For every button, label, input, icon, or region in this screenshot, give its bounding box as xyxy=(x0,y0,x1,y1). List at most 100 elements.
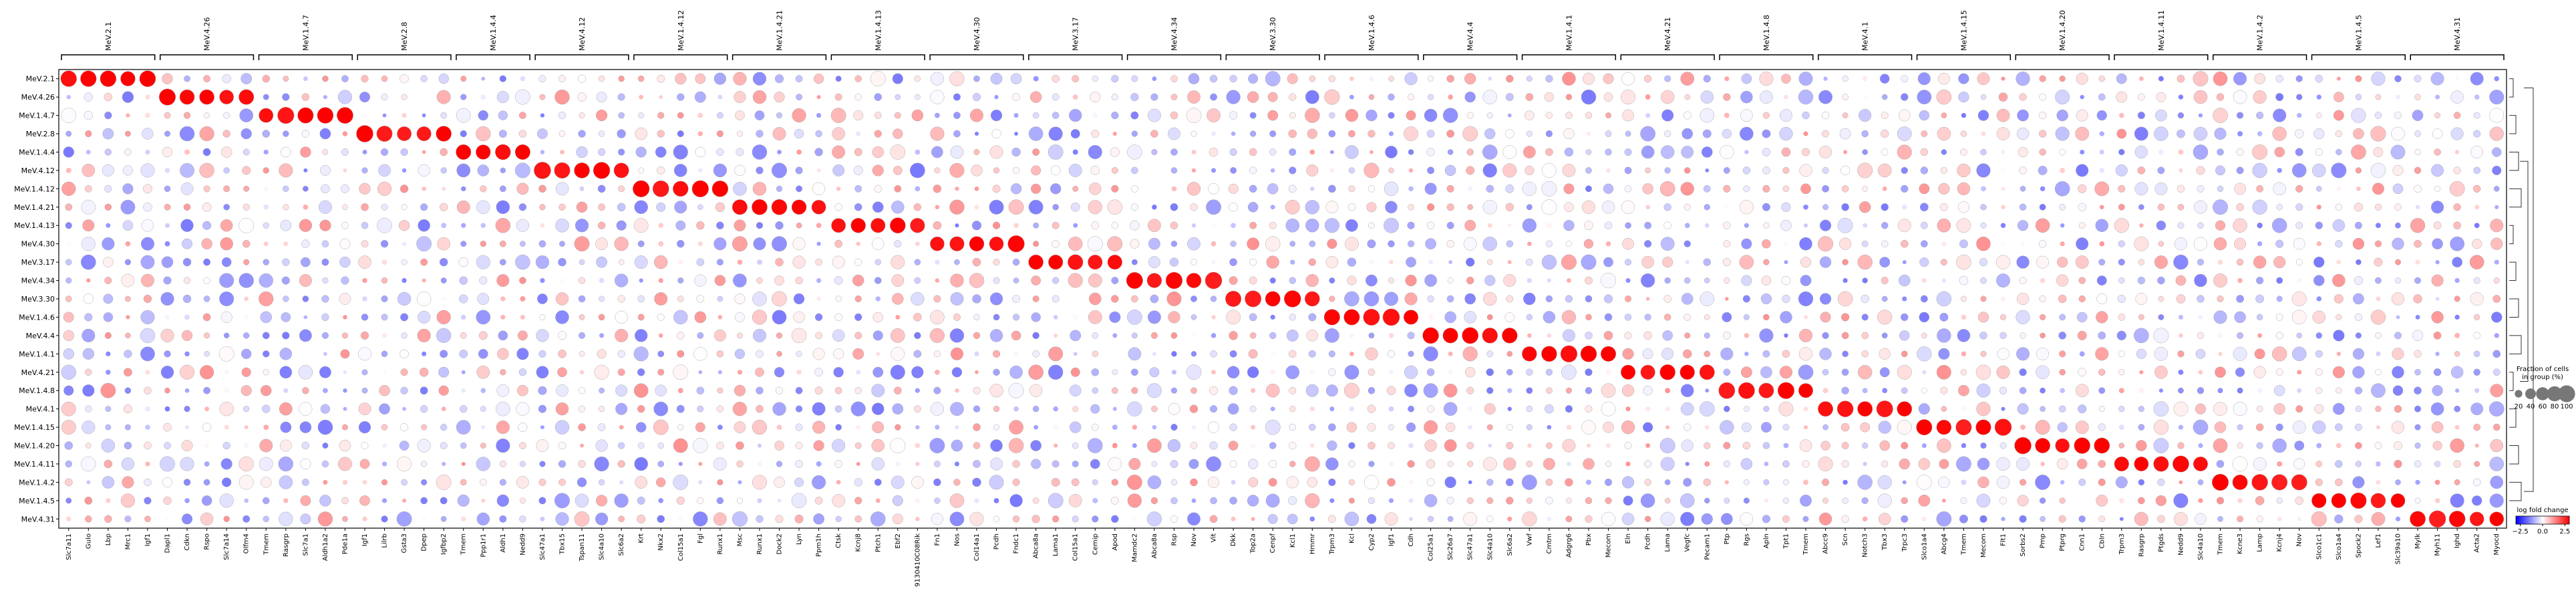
group-bracket-label: MeV.1.4.8 xyxy=(1762,15,1771,51)
dot xyxy=(1526,278,1532,283)
dot xyxy=(341,497,349,505)
dot xyxy=(1919,312,1930,323)
dot xyxy=(597,221,606,229)
dot xyxy=(1902,205,1907,210)
dot xyxy=(753,237,766,251)
dot xyxy=(2056,274,2069,287)
dot xyxy=(2138,497,2145,505)
dot xyxy=(930,72,944,86)
dot xyxy=(1286,330,1299,342)
dot xyxy=(1363,291,1380,307)
dot xyxy=(85,515,92,523)
dot xyxy=(694,311,707,324)
dot xyxy=(1841,332,1849,340)
dot xyxy=(1621,200,1635,214)
dot xyxy=(1270,314,1275,320)
dot xyxy=(657,314,665,321)
dot xyxy=(1522,511,1537,527)
dot xyxy=(322,443,329,449)
dot xyxy=(2355,461,2362,467)
dot xyxy=(2177,442,2185,449)
dot xyxy=(1858,365,1873,380)
dot xyxy=(1111,222,1118,229)
dot xyxy=(2213,199,2228,215)
dot xyxy=(2174,511,2188,526)
dot xyxy=(516,402,530,416)
dot xyxy=(1009,365,1023,379)
dot xyxy=(1072,461,1079,467)
dot xyxy=(1840,165,1850,175)
dot xyxy=(2291,310,2307,325)
dot xyxy=(1643,422,1653,433)
dot xyxy=(1328,185,1336,193)
dot xyxy=(2454,388,2460,393)
dot xyxy=(2336,443,2342,449)
dot xyxy=(673,310,688,325)
dot xyxy=(1170,148,1178,156)
dot xyxy=(2197,479,2204,485)
dot xyxy=(2335,478,2343,487)
dot xyxy=(2236,295,2244,303)
dot xyxy=(2213,310,2227,324)
size-legend-tick: 20 xyxy=(2515,403,2523,410)
dot xyxy=(872,164,884,176)
dot xyxy=(1152,168,1157,173)
dot xyxy=(1762,239,1771,249)
dot xyxy=(1502,145,1517,159)
dot xyxy=(1012,314,1020,321)
dot xyxy=(2179,333,2183,338)
dot xyxy=(1388,498,1394,503)
dot xyxy=(479,276,488,285)
dot xyxy=(1088,200,1102,215)
group-label: MeV.1.4.2 xyxy=(19,478,55,487)
dot xyxy=(2078,368,2087,377)
dot xyxy=(1642,348,1653,360)
dot xyxy=(2020,186,2026,192)
dot xyxy=(1764,498,1768,503)
dot xyxy=(2394,75,2402,82)
dot xyxy=(652,180,669,197)
dot xyxy=(1980,94,1987,100)
dot xyxy=(1526,424,1533,431)
dot xyxy=(1799,439,1812,452)
dot xyxy=(2370,493,2386,509)
dot xyxy=(596,495,608,507)
dot xyxy=(2213,438,2228,453)
dot xyxy=(1068,164,1082,177)
dot xyxy=(1112,333,1118,338)
group-bracket-label: MeV.1.4.12 xyxy=(677,10,685,51)
dot xyxy=(2354,515,2363,523)
dot xyxy=(599,479,605,485)
dot xyxy=(2351,108,2366,123)
dot xyxy=(872,146,884,158)
dot xyxy=(381,515,388,523)
dot xyxy=(2039,75,2046,82)
dot xyxy=(2414,460,2422,468)
dot xyxy=(2414,75,2422,83)
dot xyxy=(1349,406,1355,412)
dot xyxy=(164,314,170,320)
dot xyxy=(1842,76,1848,82)
dot xyxy=(2354,276,2363,285)
dot xyxy=(1050,183,1062,195)
dot xyxy=(717,94,723,100)
dot xyxy=(2355,75,2362,82)
dot xyxy=(540,113,545,118)
dot xyxy=(1547,425,1552,430)
dot xyxy=(1742,295,1750,303)
dot xyxy=(397,126,412,141)
dot xyxy=(1624,148,1632,156)
dot xyxy=(793,311,805,324)
dot xyxy=(2197,387,2205,394)
dot xyxy=(519,442,526,449)
dot xyxy=(2376,425,2380,429)
dot xyxy=(1683,477,1692,487)
dot xyxy=(2236,258,2244,266)
dot xyxy=(1131,130,1138,137)
dot xyxy=(1486,424,1493,431)
dot xyxy=(1211,259,1216,265)
dot xyxy=(1664,277,1671,284)
dot xyxy=(615,310,628,324)
dot xyxy=(1211,241,1217,247)
dot xyxy=(734,421,746,433)
